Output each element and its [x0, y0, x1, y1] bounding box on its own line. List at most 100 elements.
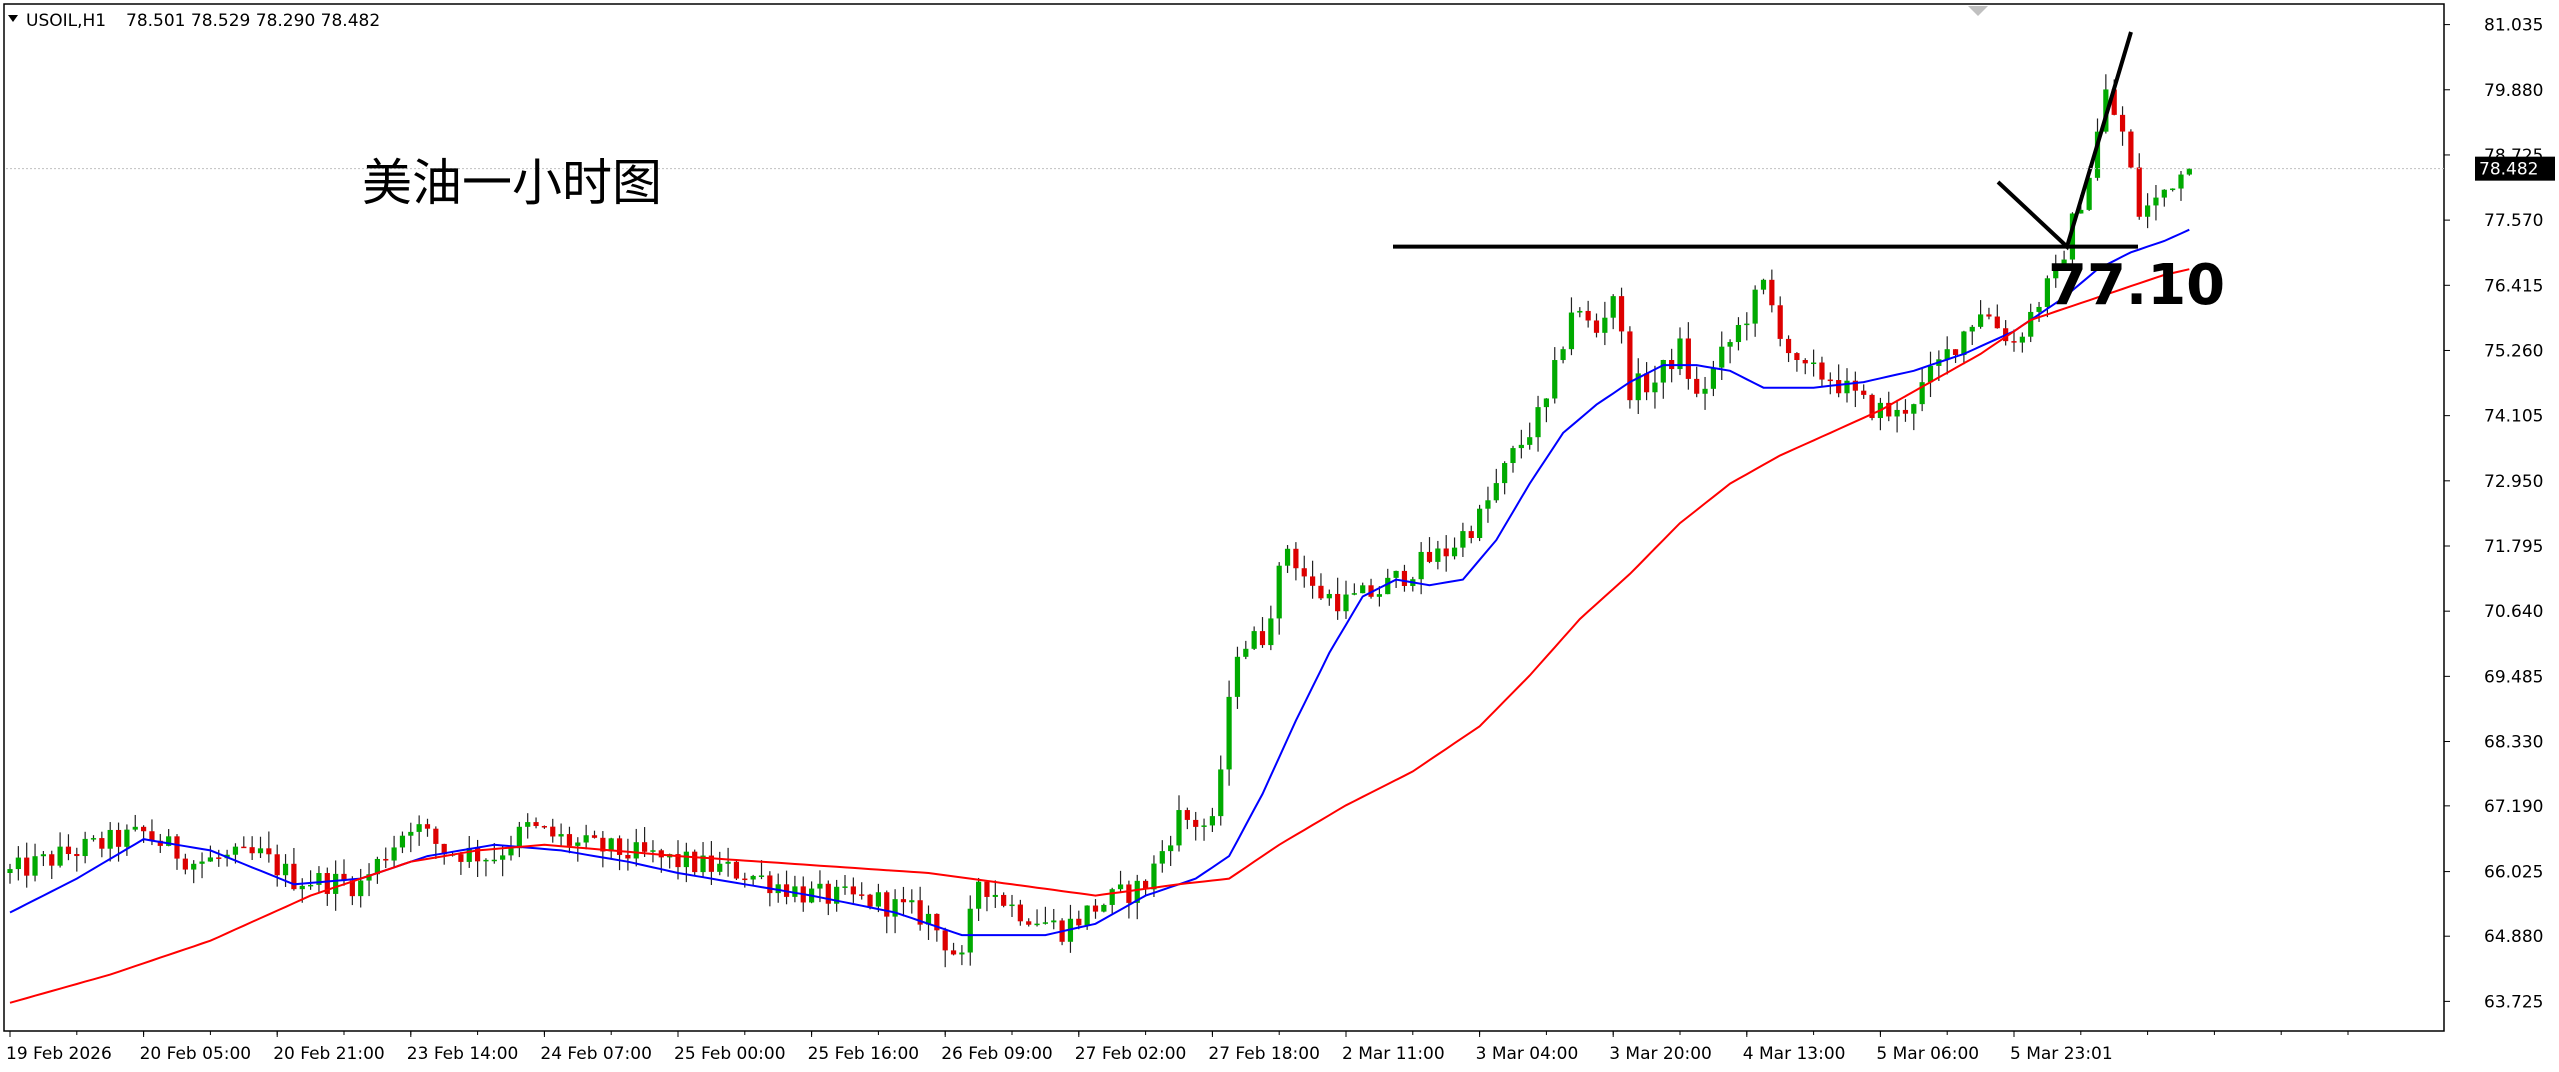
candle-bull: [750, 875, 756, 880]
candle-bear: [74, 854, 80, 857]
projection-arrow-path[interactable]: [1996, 31, 2133, 251]
candle-bear: [1310, 576, 1316, 586]
candle-bull: [817, 883, 823, 889]
annotations-layer: [6, 31, 2444, 251]
candle-bull: [2178, 174, 2184, 189]
candle-bear: [1952, 349, 1959, 355]
candle-bull: [575, 842, 581, 846]
candle-bear: [884, 892, 890, 917]
candle-bear: [675, 854, 681, 868]
candle-bull: [1961, 331, 1967, 355]
candle-bull: [1560, 349, 1566, 361]
candle-bear: [1017, 904, 1023, 922]
candle-bull: [1268, 618, 1274, 646]
candle-bull: [1552, 360, 1558, 399]
candle-bull: [15, 857, 21, 870]
candle-bear: [1092, 905, 1099, 912]
time-tick-label: 4 Mar 13:00: [1743, 1044, 1846, 1064]
candle-bull: [2036, 306, 2042, 312]
candle-bull: [1034, 923, 1040, 926]
candle-bull: [1151, 863, 1157, 890]
candle-bull: [90, 838, 97, 840]
current-price-tag: [2475, 156, 2555, 181]
candle-bear: [1802, 360, 1808, 364]
candle-bear: [2011, 341, 2017, 343]
candle-bull: [40, 854, 46, 857]
candle-bear: [767, 875, 773, 894]
candle-bear: [1886, 402, 1892, 417]
candle-bull: [1435, 548, 1441, 562]
price-axis[interactable]: 81.03579.88078.72577.57076.41575.26074.1…: [2444, 16, 2543, 1013]
time-tick-label: 2 Mar 11:00: [1342, 1044, 1445, 1064]
candle-bull: [491, 859, 497, 862]
price-tick-label: 71.795: [2484, 537, 2543, 557]
candle-bull: [2053, 263, 2059, 279]
candle-bull: [500, 855, 506, 860]
candle-bull: [2044, 278, 2050, 307]
candle-bull: [1894, 409, 1900, 417]
time-tick-label: 24 Feb 07:00: [540, 1044, 652, 1064]
candle-bull: [2170, 188, 2176, 191]
candle-bull: [199, 861, 205, 864]
candle-bear: [174, 836, 180, 859]
candle-bull: [1919, 382, 1925, 405]
price-tick-label: 66.025: [2484, 863, 2543, 883]
candle-bear: [1794, 353, 1800, 361]
candle-bull: [1451, 547, 1458, 557]
candle-bull: [1276, 565, 1282, 619]
price-tick-label: 76.415: [2484, 276, 2543, 296]
candle-bear: [266, 848, 272, 855]
price-tick-label: 69.485: [2484, 667, 2543, 687]
time-tick-label: 26 Feb 09:00: [941, 1044, 1053, 1064]
scroll-marker-icon[interactable]: [1968, 6, 1988, 16]
candle-bear: [934, 913, 940, 931]
candle-bear: [182, 858, 188, 870]
candle-bull: [124, 829, 130, 847]
candle-bull: [82, 838, 88, 857]
candle-bull: [700, 855, 706, 873]
candle-bull: [1844, 380, 1850, 394]
candle-bull: [1752, 289, 1758, 324]
candle-bull: [374, 858, 380, 875]
candle-bull: [1744, 323, 1750, 326]
candle-bull: [1360, 585, 1366, 594]
candle-bull: [1602, 317, 1608, 333]
time-tick-label: 25 Feb 16:00: [808, 1044, 920, 1064]
candle-bull: [1109, 889, 1115, 905]
candle-bull: [358, 880, 364, 897]
candle-bull: [399, 835, 406, 848]
candle-bear: [867, 894, 873, 907]
candle-bull: [1510, 448, 1516, 464]
candle-bull: [316, 873, 322, 885]
candle-bull: [408, 831, 414, 836]
candle-bear: [324, 873, 330, 894]
candle-bear: [642, 842, 648, 852]
menu-triangle-icon[interactable]: [8, 15, 18, 22]
candle-bull: [1811, 362, 1817, 365]
candle-bear: [433, 828, 439, 844]
candle-bull: [1234, 656, 1241, 697]
candle-bear: [1836, 380, 1842, 394]
candle-bear: [274, 854, 280, 876]
candle-bear: [1368, 585, 1374, 597]
candle-bear: [141, 826, 147, 832]
candle-bear: [249, 847, 255, 854]
candle-bear: [65, 846, 72, 855]
candle-bear: [99, 838, 105, 849]
candle-bull: [925, 913, 932, 925]
candle-bear: [2136, 167, 2142, 217]
candle-bull: [1117, 884, 1124, 890]
candle-bear: [291, 863, 297, 890]
candle-bull: [1502, 463, 1508, 484]
candle-bull: [1568, 312, 1575, 350]
candle-bear: [1769, 279, 1775, 306]
candle-bear: [1293, 548, 1299, 569]
candle-bull: [2078, 209, 2084, 214]
time-axis[interactable]: 19 Feb 2026 20 Feb 05:00 20 Feb 21:00 23 Fe…: [6, 1031, 2349, 1064]
candles-layer: [7, 74, 2192, 968]
candle-bull: [308, 884, 314, 887]
candle-bear: [49, 854, 55, 866]
candle-bear: [458, 854, 464, 862]
